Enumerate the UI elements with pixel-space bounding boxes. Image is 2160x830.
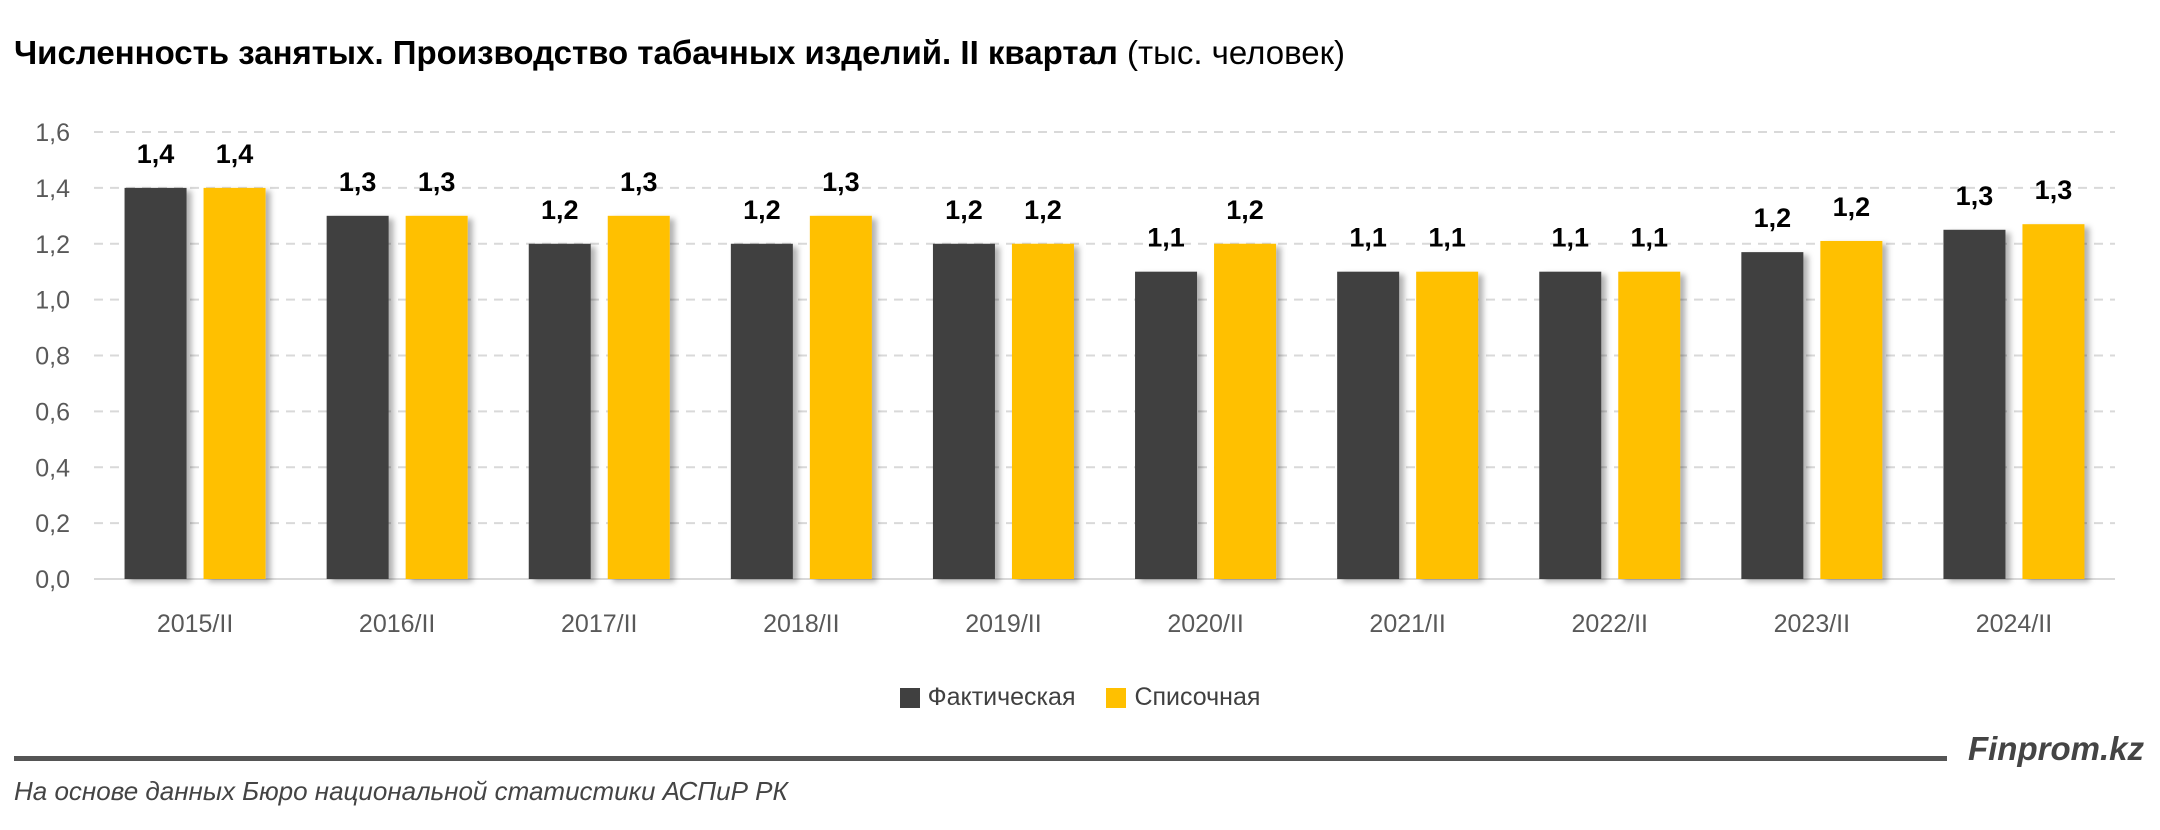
data-label: 1,2 — [945, 195, 983, 225]
bar-fact — [730, 243, 793, 579]
source-note: На основе данных Бюро национальной стати… — [14, 776, 788, 806]
title-main: Численность занятых. Производство табачн… — [14, 34, 1118, 71]
y-tick-label: 0,6 — [35, 398, 70, 426]
x-tick-label: 2016/II — [359, 610, 435, 638]
bar-list — [1618, 271, 1681, 579]
x-tick-label: 2015/II — [157, 610, 233, 638]
data-label: 1,3 — [822, 167, 860, 197]
bar-list — [809, 215, 872, 579]
bar-list — [607, 215, 670, 579]
bar-list — [1416, 271, 1479, 579]
x-tick-label: 2021/II — [1369, 610, 1445, 638]
x-tick-label: 2023/II — [1774, 610, 1850, 638]
bar-list — [1214, 243, 1277, 579]
data-label: 1,1 — [1630, 223, 1668, 253]
footer-divider — [14, 756, 1947, 761]
chart-title: Численность занятых. Производство табачн… — [14, 34, 1345, 72]
bar-list — [1820, 240, 1883, 580]
data-label: 1,1 — [1551, 223, 1589, 253]
y-tick-label: 0,8 — [35, 343, 70, 371]
y-tick-label: 1,6 — [35, 119, 70, 147]
bar-fact — [326, 215, 389, 579]
x-tick-label: 2024/II — [1976, 610, 2052, 638]
data-label: 1,1 — [1147, 223, 1185, 253]
bar-fact — [124, 187, 187, 579]
data-label: 1,3 — [2035, 175, 2073, 205]
data-label: 1,3 — [418, 167, 456, 197]
bar-list — [203, 187, 266, 579]
y-tick-label: 0,2 — [35, 510, 70, 538]
legend-item-list: Списочная — [1106, 683, 1260, 712]
data-label: 1,4 — [137, 139, 175, 169]
data-label: 1,3 — [1956, 181, 1994, 211]
x-tick-label: 2018/II — [763, 610, 839, 638]
y-tick-label: 0,4 — [35, 454, 70, 482]
data-label: 1,2 — [541, 195, 579, 225]
data-label: 1,1 — [1428, 223, 1466, 253]
legend-swatch — [899, 687, 920, 708]
bar-fact — [1943, 229, 2006, 579]
data-label: 1,2 — [1833, 192, 1871, 222]
bar-fact — [528, 243, 591, 579]
data-label: 1,2 — [1754, 203, 1792, 233]
legend: Фактическая Списочная — [0, 683, 2160, 715]
brand-logo: Finprom.kz — [1967, 730, 2144, 767]
data-label: 1,3 — [620, 167, 658, 197]
bar-fact — [1135, 271, 1198, 579]
bar-chart: 0,0 0,2 0,4 0,6 0,8 1,0 1,2 1,4 1,6 1,4 1,4 2015/II… — [35, 119, 2115, 638]
x-tick-label: 2022/II — [1572, 610, 1648, 638]
y-tick-label: 0,0 — [35, 566, 70, 594]
bar-fact — [1337, 271, 1400, 579]
data-label: 1,4 — [216, 139, 254, 169]
data-label: 1,3 — [339, 167, 377, 197]
data-label: 1,1 — [1349, 223, 1387, 253]
y-tick-label: 1,0 — [35, 287, 70, 315]
title-unit: (тыс. человек) — [1127, 34, 1346, 71]
bar-fact — [1741, 252, 1804, 579]
legend-label: Списочная — [1134, 683, 1261, 711]
bar-fact — [1539, 271, 1602, 579]
bar-fact — [932, 243, 995, 579]
bar-list — [1011, 243, 1074, 579]
y-tick-label: 1,2 — [35, 231, 70, 259]
data-label: 1,2 — [1024, 195, 1062, 225]
legend-item-fact: Фактическая — [899, 683, 1076, 712]
data-label: 1,2 — [1226, 195, 1264, 225]
x-tick-label: 2020/II — [1167, 610, 1243, 638]
legend-swatch — [1106, 687, 1127, 708]
x-tick-label: 2017/II — [561, 610, 637, 638]
data-label: 1,2 — [743, 195, 781, 225]
legend-label: Фактическая — [927, 683, 1076, 711]
x-tick-label: 2019/II — [965, 610, 1041, 638]
bar-list — [2022, 224, 2085, 579]
bar-list — [405, 215, 468, 579]
y-tick-label: 1,4 — [35, 175, 70, 203]
